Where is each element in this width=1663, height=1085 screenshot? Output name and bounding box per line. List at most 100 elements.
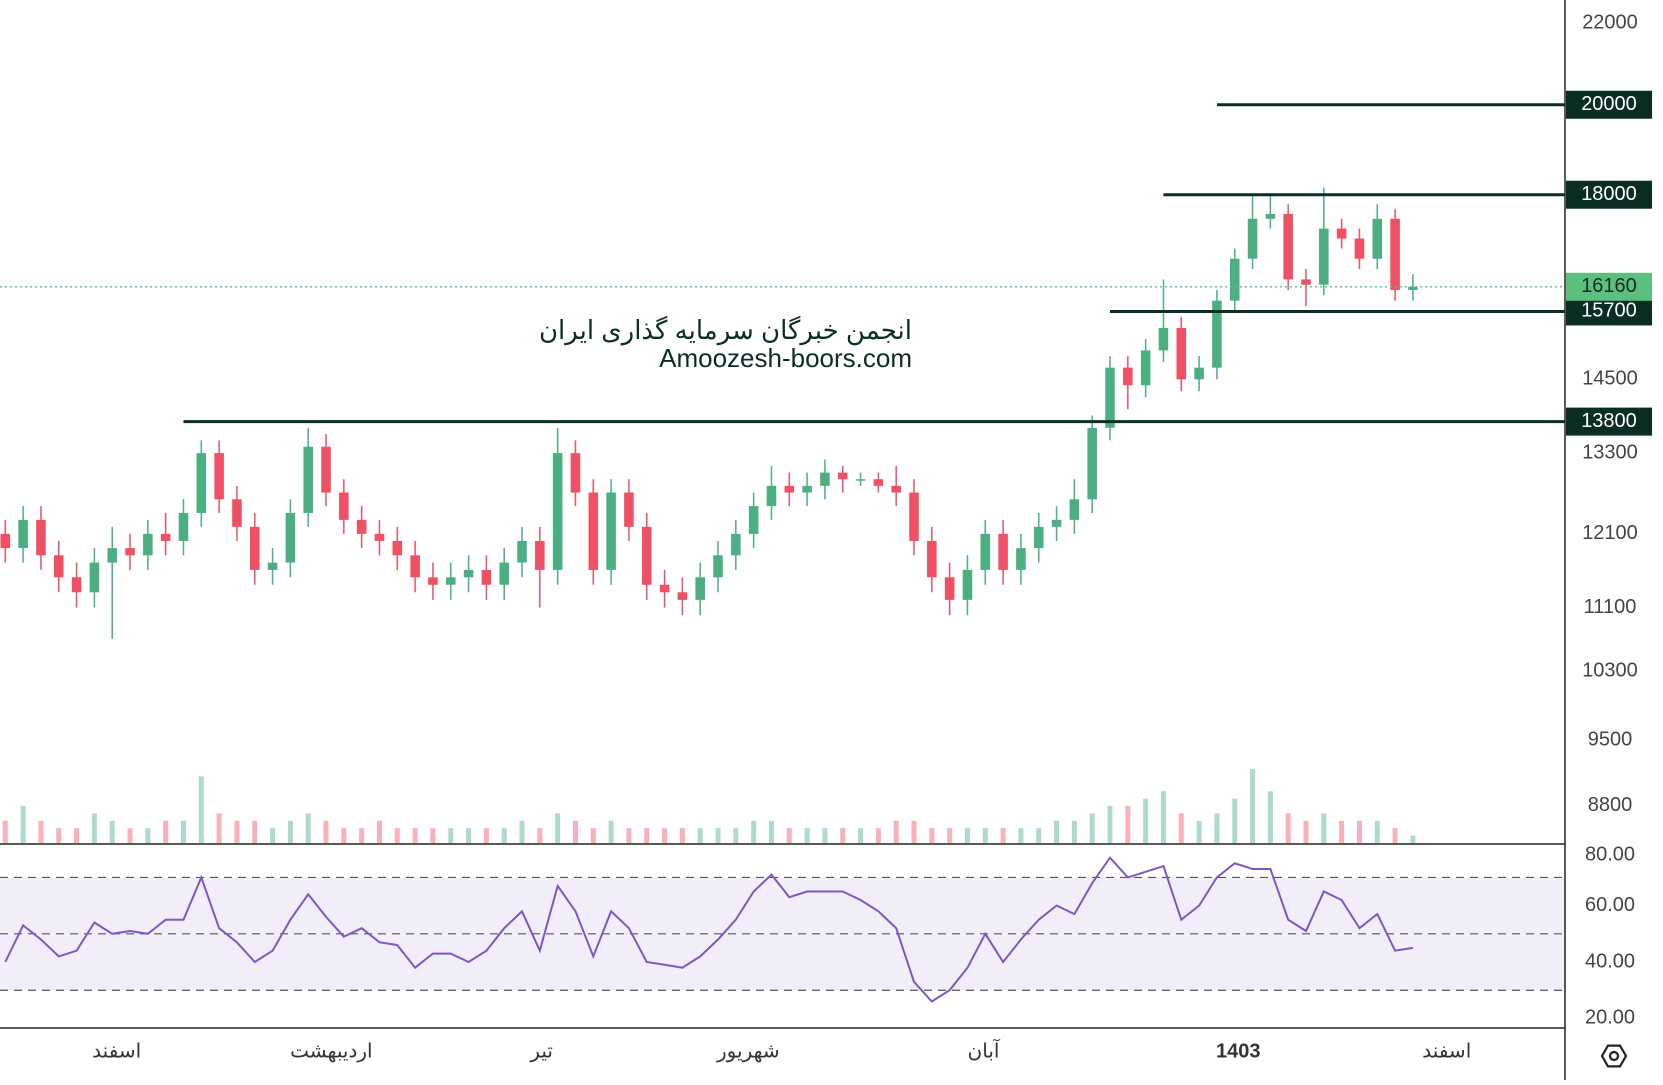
candle-body — [1283, 213, 1293, 280]
x-tick-label: اسفند — [92, 1040, 141, 1062]
volume-bar — [74, 828, 80, 843]
candle-body — [873, 479, 884, 486]
candle-body — [837, 472, 848, 480]
candle-body — [1069, 499, 1080, 520]
level-label: 18000 — [1581, 183, 1637, 205]
rsi-tick-label: 20.00 — [1585, 1006, 1635, 1028]
watermark-line: انجمن خبرگان سرمایه گذاری ایران — [539, 315, 912, 346]
volume-bar — [1267, 791, 1273, 843]
level-label-box — [1566, 90, 1652, 119]
volume-bar — [2, 820, 8, 843]
volume-bar — [56, 828, 62, 843]
volume-bar — [1250, 769, 1256, 843]
candle-body — [1336, 228, 1347, 239]
candle-body — [713, 555, 723, 578]
volume-bar — [216, 813, 222, 843]
candle-body — [1229, 258, 1240, 301]
volume-bar — [91, 813, 97, 843]
candle-body — [178, 512, 189, 541]
volume-bar — [590, 828, 596, 843]
volume-bar — [1018, 828, 1024, 843]
volume-bar — [38, 820, 44, 843]
candle-body — [196, 453, 207, 513]
candle-body — [731, 533, 741, 556]
volume-bar — [608, 820, 614, 843]
volume-bar — [626, 828, 632, 843]
candle-body — [748, 506, 759, 534]
volume-bar — [982, 828, 988, 843]
candle-body — [927, 540, 937, 578]
volume-bar — [1160, 791, 1166, 843]
volume-bar — [1410, 835, 1416, 843]
candle-body — [1140, 350, 1151, 386]
candle-body — [624, 492, 634, 527]
volume-bar — [893, 820, 899, 843]
candle-body — [855, 479, 866, 481]
volume-bar — [822, 828, 828, 843]
volume-bar — [679, 828, 685, 843]
candle-body — [428, 577, 438, 585]
volume-bar — [430, 828, 436, 843]
volume-bar — [1178, 813, 1184, 843]
volume-bar — [1392, 828, 1398, 843]
candle-body — [463, 569, 474, 578]
volume-bar — [394, 828, 400, 843]
candle-body — [517, 540, 527, 563]
volume-bar — [1107, 806, 1113, 843]
candle-body — [321, 446, 331, 493]
volume-bar — [1321, 813, 1327, 843]
y-tick-label: 14500 — [1582, 368, 1638, 390]
level-label-box — [1566, 180, 1652, 209]
candle-body — [89, 562, 100, 593]
volume-bar — [697, 828, 703, 843]
candle-body — [339, 492, 349, 520]
candle-body — [535, 540, 545, 570]
y-tick-label: 13300 — [1582, 441, 1638, 463]
volume-bar — [20, 806, 26, 843]
volume-bar — [323, 820, 329, 843]
candle-body — [53, 555, 64, 578]
candle-body — [392, 540, 403, 556]
volume-bar — [751, 820, 757, 843]
volume-bar — [252, 820, 258, 843]
volume-bar — [858, 828, 864, 843]
y-tick-label: 22000 — [1582, 12, 1638, 34]
volume-bar — [1339, 820, 1345, 843]
volume-bar — [804, 828, 810, 843]
level-label: 15700 — [1581, 300, 1637, 322]
x-tick-label: اردیبهشت — [290, 1040, 372, 1062]
volume-bar — [1285, 813, 1291, 843]
candle-body — [695, 577, 705, 600]
settings-icon[interactable] — [1600, 1044, 1628, 1068]
volume-bar — [412, 828, 418, 843]
volume-bar — [1374, 820, 1380, 843]
volume-bar — [555, 813, 561, 843]
volume-bar — [109, 820, 115, 843]
candle-body — [374, 533, 385, 541]
candle-body — [125, 548, 135, 556]
candle-body — [784, 485, 795, 493]
candle-body — [891, 485, 901, 493]
volume-bar — [341, 828, 347, 843]
candle-body — [499, 562, 509, 585]
candle-body — [481, 569, 492, 585]
candle-body — [18, 519, 28, 549]
volume-bar — [270, 828, 276, 843]
candle-body — [71, 577, 82, 593]
volume-bar — [1054, 820, 1060, 843]
candle-body — [107, 548, 117, 563]
candle-body — [1087, 427, 1097, 500]
volume-bar — [234, 820, 240, 843]
candle-body — [820, 472, 830, 486]
candle-body — [1123, 367, 1133, 386]
candle-body — [980, 533, 991, 570]
y-tick-label: 8800 — [1588, 794, 1633, 816]
volume-bar — [947, 828, 953, 843]
candle-body — [1354, 238, 1365, 259]
volume-bar — [644, 828, 650, 843]
volume-bar — [929, 828, 935, 843]
candle-body — [998, 533, 1008, 570]
candle-body — [285, 512, 296, 563]
settings-icon-hex — [1600, 1044, 1628, 1068]
volume-bar — [359, 828, 365, 843]
